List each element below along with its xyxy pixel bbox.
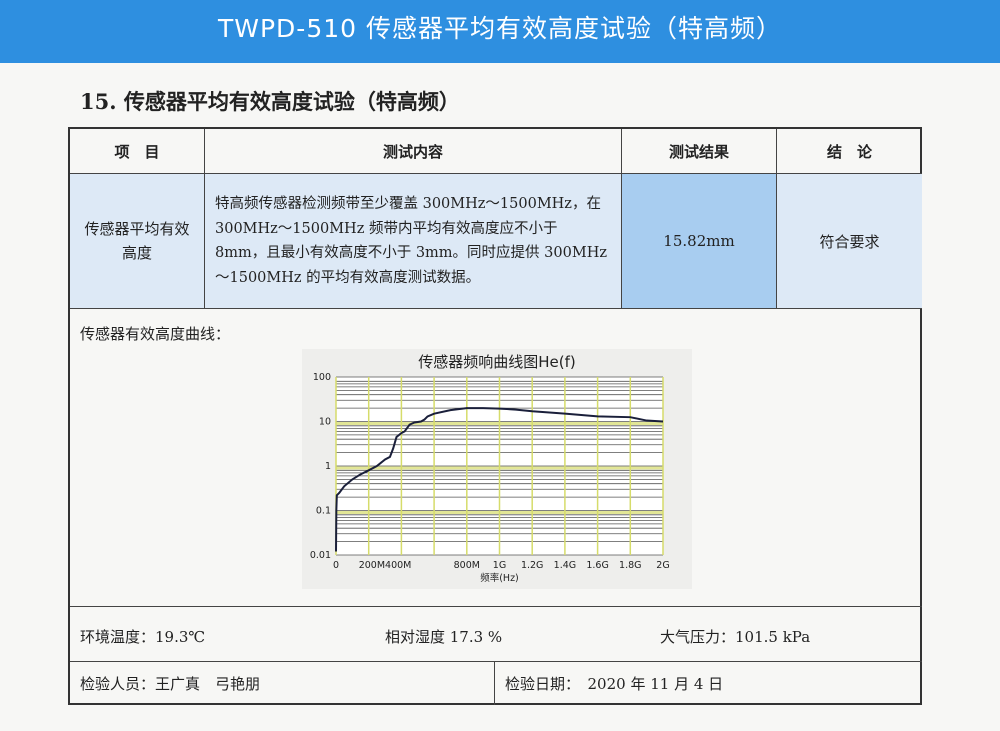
banner-title: TWPD-510 传感器平均有效高度试验（特高频） (0, 0, 1000, 63)
x-tick-label: 2G (656, 560, 669, 571)
x-axis-label: 频率(Hz) (480, 572, 519, 584)
header-conclusion: 结 论 (777, 129, 922, 174)
test-table: 项 目 测试内容 测试结果 结 论 传感器平均有效高度 特高频传感器检测频带至少… (68, 127, 922, 705)
row-result: 15.82mm (622, 174, 777, 309)
y-tick-label: 1 (325, 461, 331, 472)
header-result: 测试结果 (622, 129, 777, 174)
curve-label: 传感器有效高度曲线： (80, 325, 231, 343)
response-curve (335, 407, 664, 552)
pressure: 大气压力：101.5 kPa (660, 628, 811, 646)
section-title: 15. 传感器平均有效高度试验（特高频） (80, 89, 460, 114)
header-content: 测试内容 (205, 129, 622, 174)
chart-title: 传感器频响曲线图He(f) (418, 353, 576, 371)
x-tick-label: 1.8G (619, 560, 641, 571)
y-tick-label: 10 (319, 417, 331, 428)
chart: 传感器频响曲线图He(f) 100 10 1 0.1 0.01 0 200M400M 800M… (302, 349, 692, 589)
row-conclusion: 符合要求 (777, 174, 922, 309)
row-item: 传感器平均有效高度 (70, 174, 205, 309)
y-tick-label: 100 (313, 372, 331, 383)
x-tick-label: 1G (493, 560, 506, 571)
env-row: 环境温度：19.3℃ 相对湿度 17.3 % 大气压力：101.5 kPa (70, 607, 922, 662)
x-tick-label: 0 (333, 560, 339, 571)
x-tick-label: 1.6G (586, 560, 608, 571)
x-tick-label: 200M400M (359, 560, 412, 571)
header-item: 项 目 (70, 129, 205, 174)
y-tick-label: 0.01 (310, 550, 331, 561)
temperature: 环境温度：19.3℃ (80, 628, 206, 646)
y-tick-label: 0.1 (316, 506, 331, 517)
curve-section: 传感器有效高度曲线： 传感器频响曲线图He(f) 100 10 1 0.1 0.01 0 2… (70, 309, 922, 607)
inspection-date: 检验日期： 2020 年 11 月 4 日 (505, 675, 724, 693)
chart-svg: 100 10 1 0.1 0.010 200M400M 800M 1G 1.2G 1.4G 1.6G… (310, 372, 670, 584)
inspectors: 检验人员：王广真 弓艳朋 (70, 662, 495, 705)
humidity: 相对湿度 17.3 % (385, 628, 503, 646)
x-tick-label: 1.2G (521, 560, 543, 571)
x-tick-label: 1.4G (554, 560, 576, 571)
row-content: 特高频传感器检测频带至少覆盖 300MHz～1500MHz，在 300MHz～1… (205, 174, 622, 309)
x-tick-label: 800M (454, 560, 480, 571)
